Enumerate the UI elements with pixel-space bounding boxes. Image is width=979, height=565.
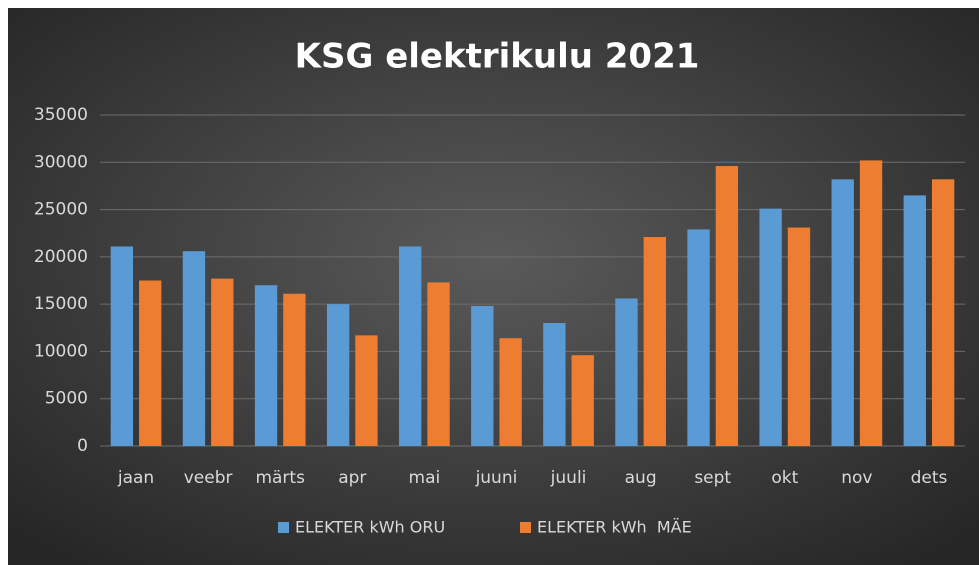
y-tick-label: 25000 <box>34 200 88 220</box>
y-tick-label: 5000 <box>45 389 88 409</box>
bar <box>787 227 811 446</box>
bar <box>687 229 710 446</box>
y-tick-label: 0 <box>77 436 88 456</box>
x-tick-label: veebr <box>184 468 233 488</box>
x-tick-label: sept <box>694 468 731 488</box>
bar <box>615 298 638 446</box>
bar <box>110 246 134 446</box>
bar <box>399 246 422 446</box>
bar <box>499 338 522 446</box>
x-tick-label: juuli <box>550 468 587 488</box>
y-tick-label: 20000 <box>34 247 88 267</box>
legend-label: ELEKTER kWh MÄE <box>537 518 692 537</box>
y-tick-label: 15000 <box>34 294 88 314</box>
bar <box>571 355 594 446</box>
legend-label: ELEKTER kWh ORU <box>295 518 445 537</box>
x-tick-label: märts <box>255 468 305 488</box>
x-tick-label: apr <box>338 468 366 488</box>
bar <box>471 306 494 446</box>
x-tick-label: dets <box>911 468 948 488</box>
y-tick-label: 35000 <box>34 105 88 125</box>
bar <box>715 166 739 446</box>
x-tick-label: juuni <box>475 468 518 488</box>
x-tick-label: aug <box>625 468 657 488</box>
bar <box>427 282 450 446</box>
bar <box>543 323 566 446</box>
bar <box>831 179 854 446</box>
bar <box>643 236 666 446</box>
y-tick-label: 30000 <box>34 152 88 172</box>
x-tick-label: jaan <box>117 468 154 488</box>
bar <box>182 251 206 446</box>
bar <box>139 280 162 446</box>
x-tick-label: nov <box>841 468 872 488</box>
legend-swatch <box>278 522 289 533</box>
bar <box>759 208 782 446</box>
bar <box>903 195 926 446</box>
bar <box>254 285 278 446</box>
x-tick-label: okt <box>771 468 798 488</box>
chart-title: KSG elektrikulu 2021 <box>295 37 700 77</box>
chart-background <box>8 8 979 565</box>
legend-swatch <box>520 522 531 533</box>
bar <box>355 335 378 446</box>
y-tick-label: 10000 <box>34 341 88 361</box>
bar <box>931 179 955 446</box>
bar <box>283 293 306 446</box>
bar <box>326 304 350 446</box>
x-tick-label: mai <box>409 468 441 488</box>
bar <box>211 278 234 446</box>
bar <box>859 160 883 446</box>
